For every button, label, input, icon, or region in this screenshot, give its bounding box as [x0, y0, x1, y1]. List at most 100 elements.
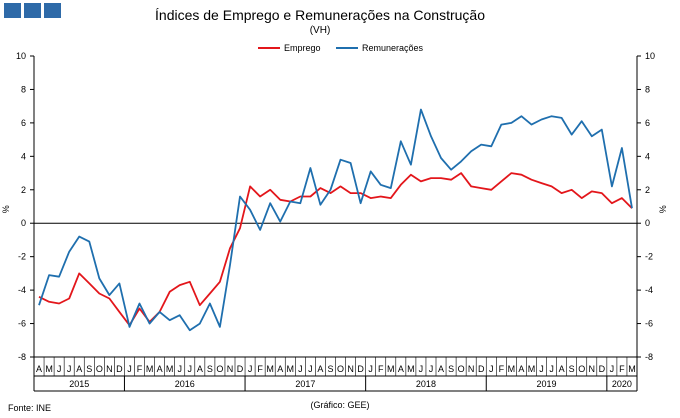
y-tick-label-right: 10	[645, 51, 655, 61]
y-tick-label-right: 8	[645, 84, 650, 94]
y-tick-label-left: 0	[21, 218, 26, 228]
x-month-label: J	[188, 364, 193, 374]
x-month-label: D	[599, 364, 606, 374]
x-month-label: F	[137, 364, 143, 374]
x-month-label: J	[177, 364, 182, 374]
x-month-label: M	[287, 364, 295, 374]
x-month-label: J	[127, 364, 132, 374]
x-month-label: N	[347, 364, 354, 374]
chart-subtitle: (VH)	[309, 25, 331, 36]
y-tick-label-left: -2	[18, 252, 26, 262]
x-month-label: M	[628, 364, 636, 374]
x-year-label: 2017	[295, 379, 315, 389]
y-tick-label-right: 0	[645, 218, 650, 228]
y-tick-label-right: 2	[645, 185, 650, 195]
x-month-label: J	[610, 364, 615, 374]
x-month-label: J	[419, 364, 424, 374]
y-tick-label-left: 4	[21, 151, 26, 161]
x-year-label: 2020	[612, 379, 632, 389]
y-tick-label-left: -6	[18, 319, 26, 329]
x-year-label: 2015	[69, 379, 89, 389]
x-month-label: F	[378, 364, 384, 374]
y-axis-label-right: %	[658, 205, 668, 213]
x-month-label: J	[368, 364, 373, 374]
x-month-label: S	[448, 364, 454, 374]
source-label: Fonte: INE	[8, 403, 52, 413]
x-month-label: O	[96, 364, 103, 374]
x-month-label: M	[146, 364, 154, 374]
x-month-label: N	[227, 364, 234, 374]
x-month-label: A	[518, 364, 524, 374]
x-month-label: D	[237, 364, 244, 374]
x-month-label: O	[216, 364, 223, 374]
x-month-label: M	[407, 364, 415, 374]
x-month-label: J	[67, 364, 72, 374]
x-month-label: J	[298, 364, 303, 374]
legend-label-remuneracoes: Remunerações	[362, 43, 424, 53]
legend-label-emprego: Emprego	[284, 43, 321, 53]
x-month-label: S	[86, 364, 92, 374]
x-month-label: M	[508, 364, 516, 374]
y-tick-label-right: -2	[645, 252, 653, 262]
x-month-label: D	[116, 364, 123, 374]
y-tick-label-left: 8	[21, 84, 26, 94]
x-month-label: M	[45, 364, 53, 374]
y-tick-label-left: 6	[21, 118, 26, 128]
x-month-label: N	[106, 364, 113, 374]
y-axis-label-left: %	[1, 205, 11, 213]
y-tick-label-right: -8	[645, 352, 653, 362]
x-month-label: A	[317, 364, 323, 374]
x-month-label: A	[277, 364, 283, 374]
series-layer	[38, 108, 633, 332]
series-line-remuneracoes	[38, 108, 633, 332]
x-month-label: J	[539, 364, 544, 374]
y-tick-label-left: -4	[18, 285, 26, 295]
y-tick-label-right: 6	[645, 118, 650, 128]
credit-label: (Gráfico: GEE)	[310, 400, 370, 410]
x-month-label: J	[57, 364, 62, 374]
x-month-label: A	[398, 364, 404, 374]
x-month-label: N	[468, 364, 475, 374]
y-tick-label-left: 2	[21, 185, 26, 195]
x-month-label: A	[76, 364, 82, 374]
x-month-label: S	[327, 364, 333, 374]
x-month-label: A	[157, 364, 163, 374]
x-month-label: J	[549, 364, 554, 374]
x-month-label: S	[569, 364, 575, 374]
x-month-label: J	[248, 364, 253, 374]
logo-icon	[4, 3, 61, 18]
x-month-label: S	[207, 364, 213, 374]
y-tick-label-right: -6	[645, 319, 653, 329]
x-month-label: O	[578, 364, 585, 374]
x-month-label: F	[499, 364, 505, 374]
x-month-label: N	[589, 364, 596, 374]
x-month-label: J	[429, 364, 434, 374]
y-tick-label-right: -4	[645, 285, 653, 295]
chart-title: Índices de Emprego e Remunerações na Con…	[155, 7, 485, 23]
x-month-label: J	[308, 364, 313, 374]
x-month-label: A	[197, 364, 203, 374]
x-month-label: F	[257, 364, 263, 374]
legend: Emprego Remunerações	[258, 43, 424, 53]
x-month-label: M	[528, 364, 536, 374]
x-month-label: O	[458, 364, 465, 374]
x-month-label: M	[387, 364, 395, 374]
series-line-emprego	[38, 172, 633, 327]
x-month-label: M	[266, 364, 274, 374]
x-month-label: A	[438, 364, 444, 374]
x-month-label: D	[478, 364, 485, 374]
x-month-label: A	[36, 364, 42, 374]
axes: -8 -8-6 -6-4 -4-2 -20 02 24 46 68 810 10% %A M J J A S O N…	[1, 51, 668, 392]
y-tick-label-right: 4	[645, 151, 650, 161]
y-tick-label-left: 10	[16, 51, 26, 61]
x-year-label: 2019	[537, 379, 557, 389]
x-year-label: 2018	[416, 379, 436, 389]
x-year-label: 2016	[175, 379, 195, 389]
x-month-label: A	[559, 364, 565, 374]
x-month-label: J	[489, 364, 494, 374]
y-tick-label-left: -8	[18, 352, 26, 362]
x-month-label: M	[166, 364, 174, 374]
x-month-label: D	[357, 364, 364, 374]
